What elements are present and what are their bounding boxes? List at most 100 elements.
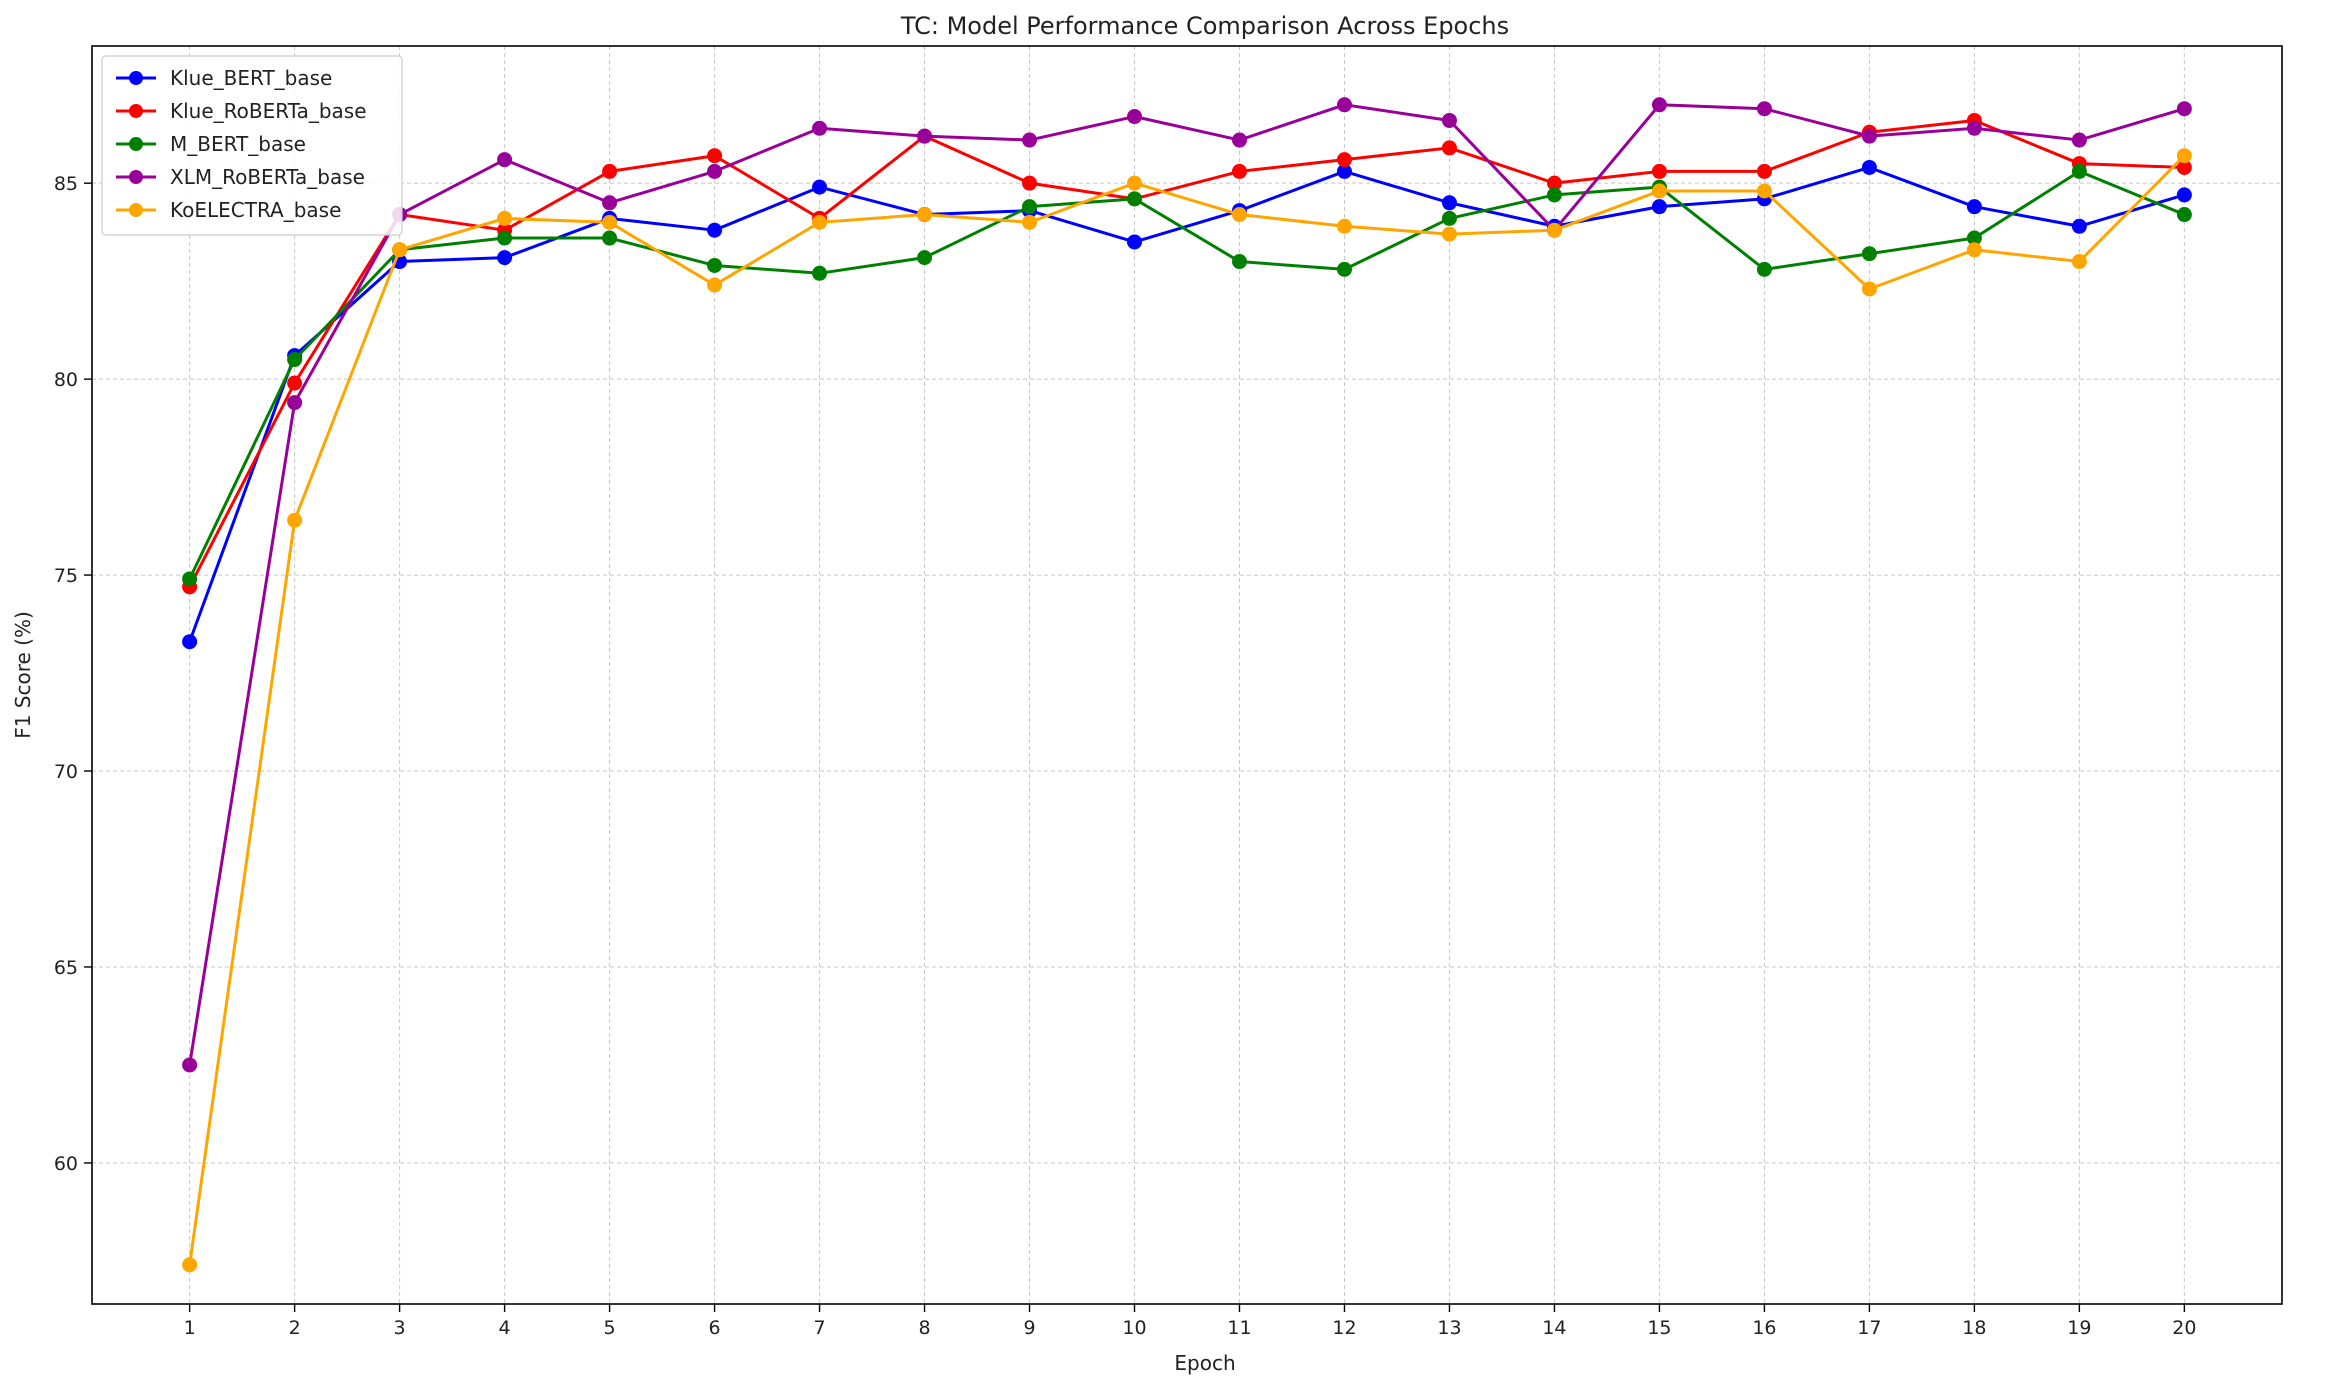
legend-swatch-marker bbox=[129, 170, 143, 184]
legend-item: KoELECTRA_base bbox=[116, 198, 341, 222]
x-tick-label: 10 bbox=[1122, 1317, 1146, 1339]
x-tick-label: 11 bbox=[1227, 1317, 1251, 1339]
data-point bbox=[1022, 199, 1038, 215]
data-point bbox=[1966, 120, 1982, 136]
data-point bbox=[917, 250, 933, 266]
data-point bbox=[1127, 234, 1143, 250]
data-point bbox=[1651, 199, 1667, 215]
data-point bbox=[1336, 261, 1352, 277]
data-point bbox=[287, 395, 303, 411]
data-point bbox=[2176, 207, 2192, 223]
data-point bbox=[812, 179, 828, 195]
y-tick-label: 60 bbox=[54, 1153, 78, 1175]
data-point bbox=[1336, 218, 1352, 234]
data-point bbox=[812, 214, 828, 230]
data-point bbox=[1022, 132, 1038, 148]
data-point bbox=[707, 257, 723, 273]
x-tick-label: 15 bbox=[1647, 1317, 1671, 1339]
data-point bbox=[1441, 140, 1457, 156]
x-tick-label: 4 bbox=[499, 1317, 511, 1339]
data-point bbox=[2176, 101, 2192, 117]
data-point bbox=[1022, 214, 1038, 230]
data-point bbox=[497, 230, 513, 246]
series-4 bbox=[182, 148, 2192, 1273]
legend-box bbox=[101, 55, 403, 236]
data-point bbox=[1441, 195, 1457, 211]
data-point bbox=[1336, 163, 1352, 179]
data-point bbox=[1336, 152, 1352, 168]
data-point bbox=[707, 148, 723, 164]
y-tick-label: 65 bbox=[54, 957, 78, 979]
data-point bbox=[2176, 159, 2192, 175]
data-point bbox=[917, 128, 933, 144]
legend: Klue_BERT_base Klue_RoBERTa_base M_BERT_ba… bbox=[101, 55, 403, 236]
data-point bbox=[182, 634, 198, 650]
x-tick-label: 2 bbox=[289, 1317, 301, 1339]
series-3 bbox=[182, 97, 2192, 1073]
y-tick-label: 70 bbox=[54, 761, 78, 783]
x-tick-label: 16 bbox=[1752, 1317, 1776, 1339]
legend-label: XLM_RoBERTa_base bbox=[170, 165, 365, 189]
data-point bbox=[1966, 242, 1982, 258]
data-point bbox=[2176, 187, 2192, 203]
data-point bbox=[1861, 128, 1877, 144]
x-tick-label: 8 bbox=[918, 1317, 930, 1339]
data-point bbox=[1231, 132, 1247, 148]
x-tick-label: 14 bbox=[1542, 1317, 1566, 1339]
legend-swatch-marker bbox=[129, 203, 143, 217]
y-axis-label: F1 Score (%) bbox=[11, 611, 35, 739]
data-series bbox=[182, 97, 2192, 1273]
data-point bbox=[1022, 175, 1038, 191]
data-point bbox=[1231, 207, 1247, 223]
y-tick-label: 80 bbox=[54, 369, 78, 391]
data-point bbox=[2071, 218, 2087, 234]
series-line bbox=[188, 169, 2185, 580]
data-point bbox=[1756, 261, 1772, 277]
data-point bbox=[497, 210, 513, 226]
data-point bbox=[2071, 163, 2087, 179]
data-point bbox=[1336, 97, 1352, 113]
x-tick-label: 7 bbox=[814, 1317, 826, 1339]
data-point bbox=[1127, 191, 1143, 207]
x-tick-label: 17 bbox=[1857, 1317, 1881, 1339]
legend-swatch-marker bbox=[129, 71, 143, 85]
data-point bbox=[287, 375, 303, 391]
legend-item: Klue_RoBERTa_base bbox=[116, 99, 367, 123]
y-tick-label: 85 bbox=[54, 173, 78, 195]
data-point bbox=[1546, 187, 1562, 203]
x-axis-label: Epoch bbox=[1174, 1351, 1235, 1375]
data-point bbox=[1441, 210, 1457, 226]
data-point bbox=[812, 265, 828, 281]
data-point bbox=[1441, 226, 1457, 242]
x-tick-label: 5 bbox=[604, 1317, 616, 1339]
data-point bbox=[182, 1257, 198, 1273]
legend-swatch-marker bbox=[129, 137, 143, 151]
data-point bbox=[182, 1057, 198, 1073]
x-tick-label: 19 bbox=[2067, 1317, 2091, 1339]
y-tick-label: 75 bbox=[54, 565, 78, 587]
series-line bbox=[188, 165, 2185, 643]
x-tick-label: 3 bbox=[394, 1317, 406, 1339]
x-tick-label: 1 bbox=[184, 1317, 196, 1339]
legend-label: Klue_RoBERTa_base bbox=[170, 99, 367, 123]
legend-label: KoELECTRA_base bbox=[170, 198, 341, 222]
data-point bbox=[2071, 132, 2087, 148]
data-point bbox=[497, 250, 513, 266]
x-tick-label: 9 bbox=[1023, 1317, 1035, 1339]
x-tick-label: 20 bbox=[2172, 1317, 2196, 1339]
data-point bbox=[1861, 281, 1877, 297]
data-point bbox=[602, 230, 618, 246]
data-point bbox=[1966, 230, 1982, 246]
legend-item: M_BERT_base bbox=[116, 132, 306, 156]
data-point bbox=[1651, 97, 1667, 113]
data-point bbox=[182, 571, 198, 587]
data-point bbox=[707, 277, 723, 293]
data-point bbox=[1231, 254, 1247, 270]
chart-title: TC: Model Performance Comparison Across … bbox=[900, 12, 1509, 40]
legend-label: M_BERT_base bbox=[170, 132, 306, 156]
data-point bbox=[1861, 246, 1877, 262]
data-point bbox=[1546, 222, 1562, 238]
data-point bbox=[2176, 148, 2192, 164]
data-point bbox=[1231, 163, 1247, 179]
